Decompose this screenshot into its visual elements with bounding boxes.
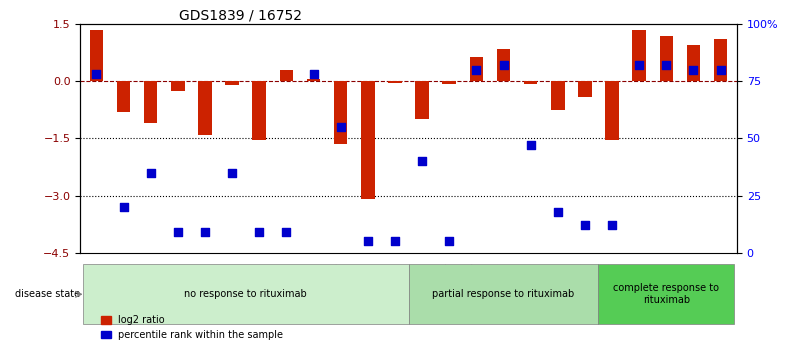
Bar bbox=[659, 36, 673, 81]
Point bbox=[307, 72, 320, 77]
Bar bbox=[117, 81, 131, 112]
Point bbox=[660, 62, 673, 68]
Point bbox=[171, 229, 184, 235]
Bar bbox=[551, 81, 565, 110]
Point bbox=[687, 67, 700, 73]
Text: disease state: disease state bbox=[15, 289, 80, 299]
Point bbox=[470, 67, 483, 73]
Bar bbox=[252, 81, 266, 140]
Point bbox=[117, 204, 130, 210]
FancyBboxPatch shape bbox=[598, 264, 735, 324]
Point bbox=[606, 223, 618, 228]
Point bbox=[416, 159, 429, 164]
Bar bbox=[225, 81, 239, 85]
Text: complete response to
rituximab: complete response to rituximab bbox=[614, 284, 719, 305]
FancyBboxPatch shape bbox=[409, 264, 598, 324]
Bar bbox=[578, 81, 592, 97]
Point bbox=[633, 62, 646, 68]
Legend: log2 ratio, percentile rank within the sample: log2 ratio, percentile rank within the s… bbox=[101, 315, 284, 340]
Text: partial response to rituximab: partial response to rituximab bbox=[433, 289, 574, 299]
Point bbox=[388, 239, 401, 244]
Point bbox=[334, 124, 347, 130]
Point bbox=[497, 62, 510, 68]
Bar bbox=[334, 81, 348, 144]
Bar bbox=[415, 81, 429, 119]
Bar bbox=[388, 81, 402, 83]
Point bbox=[199, 229, 211, 235]
Point bbox=[280, 229, 293, 235]
Bar bbox=[497, 49, 510, 81]
Bar bbox=[198, 81, 211, 135]
Point bbox=[361, 239, 374, 244]
Point bbox=[443, 239, 456, 244]
Bar bbox=[606, 81, 619, 140]
Point bbox=[551, 209, 564, 215]
Point bbox=[144, 170, 157, 176]
Point bbox=[524, 142, 537, 148]
Point bbox=[226, 170, 239, 176]
Bar bbox=[280, 70, 293, 81]
Bar bbox=[714, 39, 727, 81]
Bar bbox=[633, 30, 646, 81]
Point bbox=[714, 67, 727, 73]
Bar bbox=[361, 81, 375, 199]
Bar bbox=[171, 81, 184, 91]
Bar bbox=[469, 57, 483, 81]
Bar bbox=[686, 45, 700, 81]
Point bbox=[578, 223, 591, 228]
Point bbox=[90, 72, 103, 77]
Point bbox=[253, 229, 266, 235]
FancyBboxPatch shape bbox=[83, 264, 409, 324]
Bar bbox=[144, 81, 158, 123]
Bar bbox=[442, 81, 456, 85]
Text: no response to rituximab: no response to rituximab bbox=[184, 289, 307, 299]
Bar bbox=[307, 79, 320, 81]
Bar bbox=[90, 30, 103, 81]
Bar bbox=[524, 81, 537, 85]
Text: GDS1839 / 16752: GDS1839 / 16752 bbox=[179, 9, 302, 23]
